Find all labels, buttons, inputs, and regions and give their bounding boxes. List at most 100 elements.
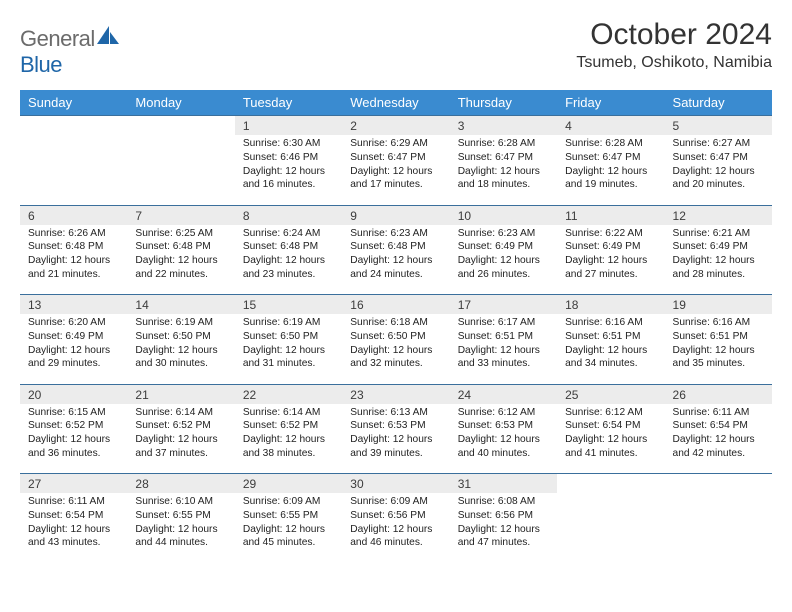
daylight-line-1: Daylight: 12 hours	[458, 165, 549, 179]
sunset-line: Sunset: 6:50 PM	[243, 330, 334, 344]
day-detail-cell	[557, 493, 664, 563]
daylight-line-2: and 29 minutes.	[28, 357, 119, 371]
day-detail-cell: Sunrise: 6:24 AMSunset: 6:48 PMDaylight:…	[235, 225, 342, 295]
daylight-line-2: and 22 minutes.	[135, 268, 226, 282]
sunset-line: Sunset: 6:52 PM	[135, 419, 226, 433]
weekday-header: Tuesday	[235, 90, 342, 116]
sunset-line: Sunset: 6:54 PM	[28, 509, 119, 523]
daylight-line-2: and 40 minutes.	[458, 447, 549, 461]
daylight-line-1: Daylight: 12 hours	[458, 523, 549, 537]
daylight-line-2: and 20 minutes.	[673, 178, 764, 192]
day-detail-cell	[20, 135, 127, 205]
sunset-line: Sunset: 6:54 PM	[565, 419, 656, 433]
daylight-line-1: Daylight: 12 hours	[135, 433, 226, 447]
daylight-line-2: and 35 minutes.	[673, 357, 764, 371]
daylight-line-2: and 30 minutes.	[135, 357, 226, 371]
daylight-line-1: Daylight: 12 hours	[28, 254, 119, 268]
day-number-cell: 15	[235, 295, 342, 315]
daylight-line-1: Daylight: 12 hours	[458, 254, 549, 268]
day-number-cell: 8	[235, 205, 342, 225]
sunset-line: Sunset: 6:52 PM	[28, 419, 119, 433]
daylight-line-2: and 38 minutes.	[243, 447, 334, 461]
day-number-cell: 9	[342, 205, 449, 225]
sunrise-line: Sunrise: 6:08 AM	[458, 495, 549, 509]
sunrise-line: Sunrise: 6:28 AM	[565, 137, 656, 151]
sunrise-line: Sunrise: 6:21 AM	[673, 227, 764, 241]
day-number-row: 20212223242526	[20, 384, 772, 404]
day-detail-cell: Sunrise: 6:14 AMSunset: 6:52 PMDaylight:…	[127, 404, 234, 474]
day-number-cell: 7	[127, 205, 234, 225]
title-block: October 2024 Tsumeb, Oshikoto, Namibia	[576, 18, 772, 72]
day-number-cell: 31	[450, 474, 557, 494]
day-detail-row: Sunrise: 6:11 AMSunset: 6:54 PM Daylight:…	[20, 493, 772, 563]
day-number-cell: 18	[557, 295, 664, 315]
sunrise-line: Sunrise: 6:25 AM	[135, 227, 226, 241]
sunset-line: Sunset: 6:50 PM	[135, 330, 226, 344]
day-number-cell: 14	[127, 295, 234, 315]
day-detail-cell: Sunrise: 6:27 AMSunset: 6:47 PMDaylight:…	[665, 135, 772, 205]
sunrise-line: Sunrise: 6:17 AM	[458, 316, 549, 330]
sunset-line: Sunset: 6:46 PM	[243, 151, 334, 165]
sunrise-line: Sunrise: 6:26 AM	[28, 227, 119, 241]
daylight-line-2: and 39 minutes.	[350, 447, 441, 461]
sail-icon	[95, 24, 121, 46]
sunset-line: Sunset: 6:55 PM	[135, 509, 226, 523]
sunrise-line: Sunrise: 6:29 AM	[350, 137, 441, 151]
daylight-line-1: Daylight: 12 hours	[565, 165, 656, 179]
day-number-row: 2728293031	[20, 474, 772, 494]
day-detail-cell: Sunrise: 6:19 AMSunset: 6:50 PMDaylight:…	[235, 314, 342, 384]
day-detail-cell: Sunrise: 6:11 AMSunset: 6:54 PMDaylight:…	[665, 404, 772, 474]
sunrise-line: Sunrise: 6:28 AM	[458, 137, 549, 151]
sunrise-line: Sunrise: 6:09 AM	[350, 495, 441, 509]
daylight-line-1: Daylight: 12 hours	[565, 254, 656, 268]
sunrise-line: Sunrise: 6:11 AM	[28, 495, 119, 509]
daylight-line-2: and 26 minutes.	[458, 268, 549, 282]
day-detail-cell: Sunrise: 6:14 AMSunset: 6:52 PMDaylight:…	[235, 404, 342, 474]
daylight-line-2: and 32 minutes.	[350, 357, 441, 371]
daylight-line-2: and 33 minutes.	[458, 357, 549, 371]
weekday-header: Wednesday	[342, 90, 449, 116]
day-number-cell: 20	[20, 384, 127, 404]
sunrise-line: Sunrise: 6:13 AM	[350, 406, 441, 420]
daylight-line-2: and 41 minutes.	[565, 447, 656, 461]
daylight-line-2: and 45 minutes.	[243, 536, 334, 550]
logo-text: General Blue	[20, 24, 121, 78]
daylight-line-1: Daylight: 12 hours	[243, 523, 334, 537]
daylight-line-2: and 17 minutes.	[350, 178, 441, 192]
day-detail-cell: Sunrise: 6:09 AMSunset: 6:55 PMDaylight:…	[235, 493, 342, 563]
day-number-cell: 23	[342, 384, 449, 404]
sunrise-line: Sunrise: 6:10 AM	[135, 495, 226, 509]
sunset-line: Sunset: 6:47 PM	[673, 151, 764, 165]
day-number-cell: 26	[665, 384, 772, 404]
daylight-line-1: Daylight: 12 hours	[135, 523, 226, 537]
daylight-line-2: and 43 minutes.	[28, 536, 119, 550]
day-detail-cell: Sunrise: 6:28 AMSunset: 6:47 PMDaylight:…	[450, 135, 557, 205]
daylight-line-2: and 16 minutes.	[243, 178, 334, 192]
day-detail-cell: Sunrise: 6:18 AMSunset: 6:50 PMDaylight:…	[342, 314, 449, 384]
sunset-line: Sunset: 6:55 PM	[243, 509, 334, 523]
day-number-row: 13141516171819	[20, 295, 772, 315]
sunset-line: Sunset: 6:49 PM	[458, 240, 549, 254]
daylight-line-1: Daylight: 12 hours	[673, 254, 764, 268]
daylight-line-1: Daylight: 12 hours	[28, 433, 119, 447]
sunset-line: Sunset: 6:51 PM	[458, 330, 549, 344]
day-number-cell	[127, 116, 234, 136]
daylight-line-1: Daylight: 12 hours	[673, 433, 764, 447]
sunrise-line: Sunrise: 6:15 AM	[28, 406, 119, 420]
sunset-line: Sunset: 6:49 PM	[28, 330, 119, 344]
sunset-line: Sunset: 6:49 PM	[673, 240, 764, 254]
weekday-header: Thursday	[450, 90, 557, 116]
daylight-line-1: Daylight: 12 hours	[350, 523, 441, 537]
sunset-line: Sunset: 6:48 PM	[243, 240, 334, 254]
day-detail-cell: Sunrise: 6:30 AMSunset: 6:46 PMDaylight:…	[235, 135, 342, 205]
day-detail-cell: Sunrise: 6:25 AMSunset: 6:48 PMDaylight:…	[127, 225, 234, 295]
daylight-line-2: and 23 minutes.	[243, 268, 334, 282]
daylight-line-2: and 27 minutes.	[565, 268, 656, 282]
day-detail-cell: Sunrise: 6:29 AMSunset: 6:47 PMDaylight:…	[342, 135, 449, 205]
day-number-cell: 28	[127, 474, 234, 494]
logo-word-1: General	[20, 26, 95, 51]
daylight-line-1: Daylight: 12 hours	[135, 254, 226, 268]
daylight-line-1: Daylight: 12 hours	[350, 165, 441, 179]
daylight-line-1: Daylight: 12 hours	[565, 433, 656, 447]
logo: General Blue	[20, 18, 121, 78]
